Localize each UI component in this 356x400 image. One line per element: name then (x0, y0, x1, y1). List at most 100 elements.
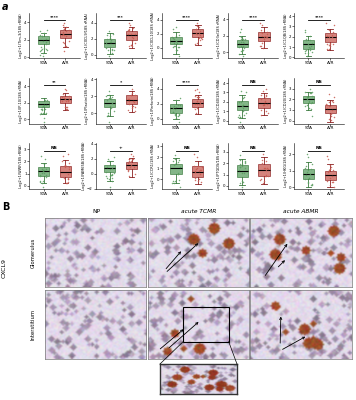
Point (66, 166, 72, 173)
Point (108, 173, 113, 179)
Point (240, 53, 246, 60)
Point (177, 43, 182, 50)
Point (259, 160, 265, 166)
Text: ****: **** (182, 80, 192, 84)
Point (242, 158, 248, 164)
Point (66, 159, 72, 166)
Point (263, 158, 269, 164)
Point (39, 46, 44, 52)
Point (198, 171, 203, 177)
Point (37, 178, 43, 184)
Point (304, 169, 310, 175)
Point (303, 36, 309, 43)
Point (103, 44, 109, 51)
PathPatch shape (325, 105, 336, 113)
Point (326, 103, 332, 110)
Point (199, 166, 204, 173)
Point (172, 43, 178, 49)
PathPatch shape (236, 166, 248, 177)
Point (173, 106, 178, 112)
Point (125, 27, 131, 34)
Point (105, 110, 111, 116)
Point (328, 161, 333, 168)
Point (305, 167, 310, 174)
Point (175, 171, 181, 178)
Point (66, 151, 71, 157)
Point (107, 39, 113, 46)
Point (129, 34, 135, 40)
Point (109, 172, 115, 178)
PathPatch shape (303, 169, 314, 179)
Point (66, 164, 71, 170)
Point (331, 179, 336, 186)
Point (40, 33, 45, 40)
Point (238, 99, 244, 106)
Point (328, 102, 333, 109)
Point (329, 32, 335, 38)
Point (237, 118, 243, 125)
Point (176, 32, 182, 38)
Point (330, 177, 336, 183)
Point (265, 110, 271, 116)
Y-axis label: Log2+1(Tim-3/18S rRNA): Log2+1(Tim-3/18S rRNA) (19, 13, 23, 58)
Point (42, 30, 47, 36)
Point (305, 41, 311, 47)
Point (109, 100, 115, 106)
Point (107, 33, 113, 40)
Point (64, 105, 70, 112)
Point (195, 30, 200, 37)
Point (108, 43, 113, 50)
Point (242, 165, 248, 171)
Point (262, 101, 267, 107)
Point (106, 94, 112, 101)
Point (196, 168, 202, 174)
Point (302, 165, 308, 171)
Point (125, 167, 131, 174)
Point (41, 166, 47, 173)
Point (105, 155, 111, 162)
Point (261, 102, 266, 108)
Point (130, 98, 136, 104)
Point (42, 160, 47, 167)
Point (171, 36, 177, 42)
Point (331, 94, 336, 100)
Point (44, 27, 49, 34)
Y-axis label: Log2+1(CD40/18S rRNA): Log2+1(CD40/18S rRNA) (218, 79, 221, 123)
PathPatch shape (60, 30, 71, 38)
Point (62, 104, 68, 110)
Point (172, 162, 177, 168)
Point (126, 101, 132, 107)
Point (239, 48, 245, 54)
Point (260, 180, 266, 187)
Point (41, 102, 47, 108)
Point (194, 98, 200, 104)
Point (260, 151, 266, 157)
Point (108, 39, 114, 45)
Point (43, 39, 49, 45)
Point (40, 167, 46, 173)
Point (197, 28, 203, 34)
Point (173, 38, 179, 44)
Point (324, 41, 330, 47)
Y-axis label: Log2+1(Plastin/18S rRNA): Log2+1(Plastin/18S rRNA) (85, 78, 89, 124)
Text: ****: **** (248, 15, 258, 19)
Point (302, 28, 308, 35)
Point (62, 24, 67, 30)
Point (125, 30, 131, 37)
Point (261, 178, 267, 184)
Point (40, 170, 45, 176)
Point (104, 36, 110, 42)
Point (331, 184, 336, 190)
Point (331, 22, 336, 29)
Point (194, 22, 200, 29)
Point (176, 156, 181, 163)
Point (37, 48, 43, 54)
Point (306, 105, 312, 112)
Point (330, 41, 336, 47)
Point (326, 45, 332, 52)
Point (327, 175, 333, 182)
Point (193, 26, 199, 32)
Point (259, 33, 265, 39)
PathPatch shape (325, 33, 336, 42)
Point (242, 36, 248, 42)
